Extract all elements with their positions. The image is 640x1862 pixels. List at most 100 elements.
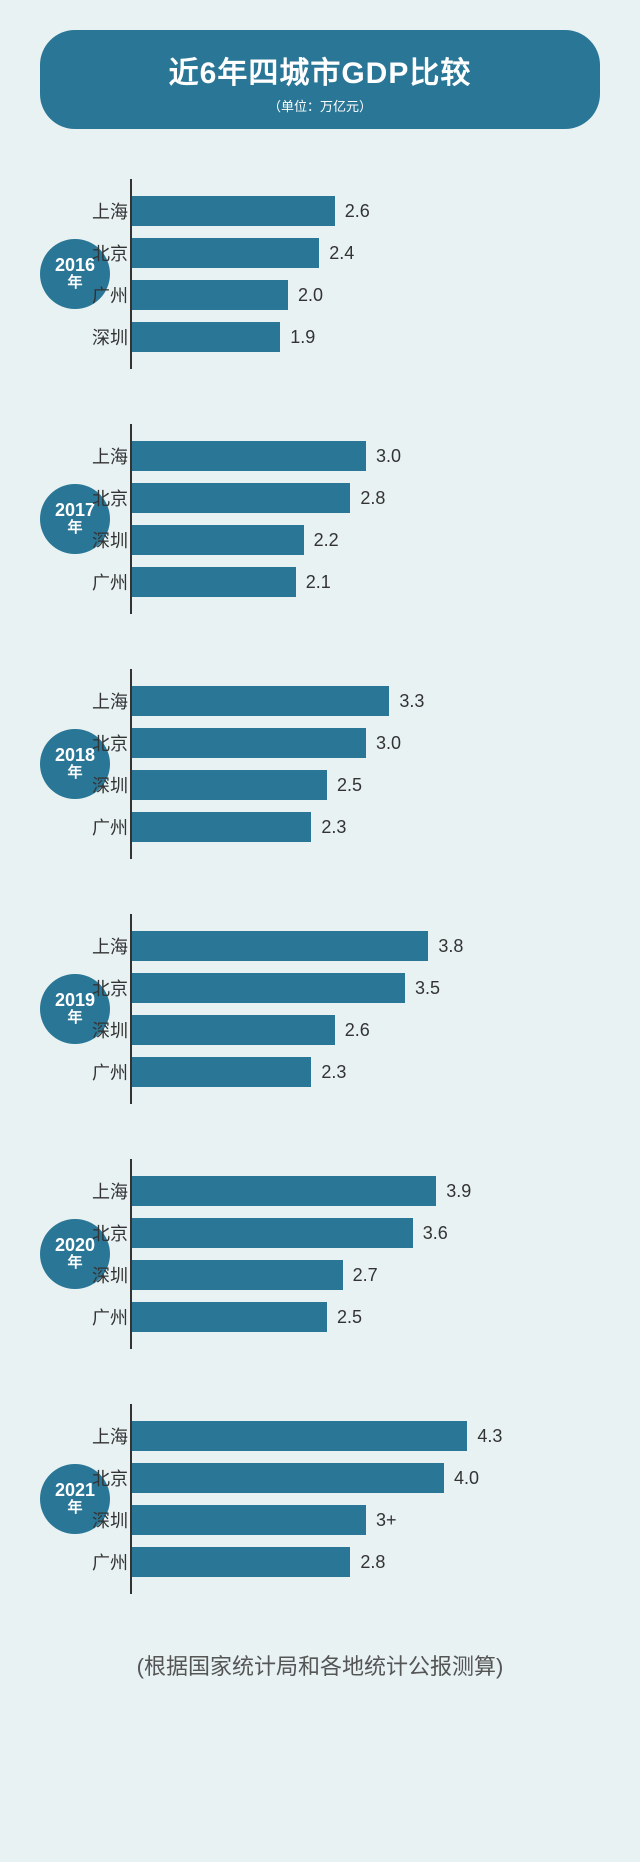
bar-fill [132, 280, 288, 310]
bar-city-label: 北京 [80, 1465, 128, 1491]
bar-city-label: 北京 [80, 730, 128, 756]
bar-fill [132, 1421, 467, 1451]
bar-fill [132, 567, 296, 597]
bar-value-label: 2.7 [353, 1265, 378, 1286]
bar-city-label: 上海 [80, 1423, 128, 1449]
bar-fill [132, 1505, 366, 1535]
bar-city-label: 广州 [80, 569, 128, 595]
year-group: 2019年上海3.8北京3.5深圳2.6广州2.3 [20, 914, 620, 1104]
bars-container: 上海3.3北京3.0深圳2.5广州2.3 [130, 669, 620, 859]
bar-row: 北京4.0 [132, 1460, 620, 1496]
bar-city-label: 深圳 [80, 1262, 128, 1288]
bar-fill [132, 525, 304, 555]
bar-city-label: 北京 [80, 485, 128, 511]
bar-value-label: 1.9 [290, 327, 315, 348]
bar-fill [132, 931, 428, 961]
bar-row: 广州2.0 [132, 277, 620, 313]
bar-fill [132, 1302, 327, 1332]
bar-row: 广州2.8 [132, 1544, 620, 1580]
bar-city-label: 深圳 [80, 1507, 128, 1533]
bar-city-label: 广州 [80, 814, 128, 840]
bar-row: 深圳2.5 [132, 767, 620, 803]
bar-fill [132, 728, 366, 758]
year-group: 2018年上海3.3北京3.0深圳2.5广州2.3 [20, 669, 620, 859]
bar-row: 上海2.6 [132, 193, 620, 229]
bar-city-label: 深圳 [80, 527, 128, 553]
bar-fill [132, 1218, 413, 1248]
bar-value-label: 3.0 [376, 446, 401, 467]
bar-fill [132, 1057, 311, 1087]
bars-container: 上海2.6 北京2.4 广州2.0 深圳1.9 [130, 179, 620, 369]
bar-row: 深圳2.6 [132, 1012, 620, 1048]
bar-city-label: 上海 [80, 198, 128, 224]
bar-value-label: 3.5 [415, 978, 440, 999]
bar-city-label: 深圳 [80, 772, 128, 798]
bar-row: 广州2.5 [132, 1299, 620, 1335]
bar-value-label: 2.5 [337, 775, 362, 796]
bar-fill [132, 1176, 436, 1206]
bar-value-label: 3.8 [438, 936, 463, 957]
bar-city-label: 深圳 [80, 324, 128, 350]
bar-city-label: 北京 [80, 975, 128, 1001]
bar-city-label: 广州 [80, 1059, 128, 1085]
bar-fill [132, 1260, 343, 1290]
bar-row: 深圳3+ [132, 1502, 620, 1538]
bar-fill [132, 1463, 444, 1493]
bar-value-label: 4.0 [454, 1468, 479, 1489]
bar-city-label: 广州 [80, 1549, 128, 1575]
bar-value-label: 2.4 [329, 243, 354, 264]
bar-value-label: 2.3 [321, 1062, 346, 1083]
bars-container: 上海3.0北京2.8深圳2.2广州2.1 [130, 424, 620, 614]
bar-city-label: 广州 [80, 1304, 128, 1330]
bar-row: 上海3.9 [132, 1173, 620, 1209]
bar-value-label: 3.3 [399, 691, 424, 712]
bar-row: 上海4.3 [132, 1418, 620, 1454]
bar-city-label: 上海 [80, 688, 128, 714]
bar-value-label: 2.8 [360, 488, 385, 509]
year-group: 2020年上海3.9北京3.6深圳2.7广州2.5 [20, 1159, 620, 1349]
year-group: 2017年上海3.0北京2.8深圳2.2广州2.1 [20, 424, 620, 614]
bar-value-label: 2.1 [306, 572, 331, 593]
bar-value-label: 3.6 [423, 1223, 448, 1244]
bar-city-label: 北京 [80, 1220, 128, 1246]
bar-fill [132, 322, 280, 352]
year-group: 2021年上海4.3北京4.0深圳3+广州2.8 [20, 1404, 620, 1594]
bar-row: 北京2.4 [132, 235, 620, 271]
bar-city-label: 深圳 [80, 1017, 128, 1043]
bar-fill [132, 483, 350, 513]
bar-fill [132, 441, 366, 471]
bar-value-label: 4.3 [477, 1426, 502, 1447]
chart-title: 近6年四城市GDP比较 [70, 48, 570, 92]
bar-city-label: 上海 [80, 443, 128, 469]
bar-city-label: 上海 [80, 1178, 128, 1204]
chart-header: 近6年四城市GDP比较 （单位：万亿元） [40, 30, 600, 129]
year-group: 2016年上海2.6北京2.4广州2.0深圳1.9 [20, 179, 620, 369]
bar-row: 北京3.5 [132, 970, 620, 1006]
bar-fill [132, 238, 319, 268]
bar-row: 上海3.8 [132, 928, 620, 964]
bar-value-label: 3+ [376, 1510, 397, 1531]
bar-city-label: 上海 [80, 933, 128, 959]
bar-value-label: 2.3 [321, 817, 346, 838]
chart-body: 2016年上海2.6北京2.4广州2.0深圳1.92017年上海3.0北京2.8… [20, 179, 620, 1594]
bars-container: 上海4.3 北京4.0 深圳3+ 广州2.8 [130, 1404, 620, 1594]
bar-row: 广州2.3 [132, 809, 620, 845]
bar-row: 深圳1.9 [132, 319, 620, 355]
bar-fill [132, 973, 405, 1003]
chart-footnote: (根据国家统计局和各地统计公报测算) [20, 1649, 620, 1681]
bar-value-label: 2.6 [345, 1020, 370, 1041]
bar-fill [132, 1547, 350, 1577]
bar-row: 上海3.0 [132, 438, 620, 474]
bars-container: 上海3.9北京3.6深圳2.7广州2.5 [130, 1159, 620, 1349]
chart-subtitle: （单位：万亿元） [70, 96, 570, 115]
bar-value-label: 3.0 [376, 733, 401, 754]
bar-row: 深圳2.7 [132, 1257, 620, 1293]
bar-fill [132, 686, 389, 716]
bars-container: 上海3.8 北京3.5 深圳2.6 广州2.3 [130, 914, 620, 1104]
bar-fill [132, 196, 335, 226]
bar-fill [132, 770, 327, 800]
bar-value-label: 3.9 [446, 1181, 471, 1202]
bar-row: 深圳2.2 [132, 522, 620, 558]
bar-row: 广州2.3 [132, 1054, 620, 1090]
bar-row: 上海3.3 [132, 683, 620, 719]
